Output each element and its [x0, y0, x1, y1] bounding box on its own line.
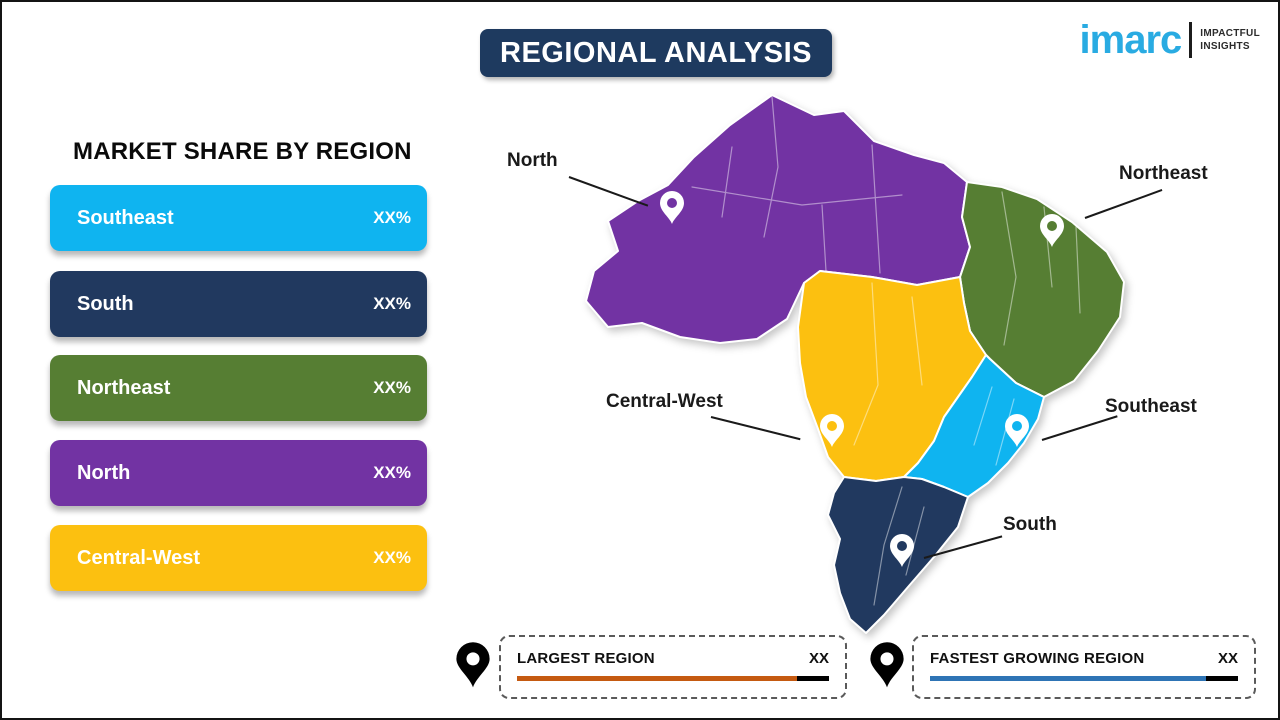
bar-central-west-value: XX% [373, 548, 411, 567]
fastest-growing-value: XX [1217, 650, 1238, 667]
imarc-logo-text: imarc [1079, 18, 1183, 62]
bar-north-value: XX% [373, 463, 411, 482]
bar-northeast: Northeast XX% [50, 355, 427, 421]
bar-southeast: Southeast XX% [50, 185, 427, 251]
largest-region-value: XX [808, 650, 829, 667]
bar-north: North XX% [50, 440, 427, 506]
bar-south-label: South [77, 292, 134, 315]
largest-region-pin-icon [456, 642, 490, 688]
logo-tagline-line2: INSIGHTS [1200, 41, 1250, 52]
fastest-growing-label: FASTEST GROWING REGION [930, 650, 1145, 667]
page-title-box: REGIONAL ANALYSIS [480, 29, 832, 77]
page-title: REGIONAL ANALYSIS [500, 36, 812, 69]
bar-central-west-label: Central-West [77, 546, 200, 569]
fastest-growing-bar [930, 676, 1238, 681]
largest-region-bar-end [797, 676, 829, 681]
logo-divider [1189, 22, 1193, 58]
brazil-map [585, 94, 1125, 634]
map-label-southeast: Southeast [1105, 396, 1197, 417]
bar-southeast-label: Southeast [77, 206, 174, 229]
bar-northeast-value: XX% [373, 378, 411, 397]
largest-region-label: LARGEST REGION [517, 650, 655, 667]
fastest-growing-bar-end [1206, 676, 1238, 681]
imarc-logo: imarc IMPACTFUL INSIGHTS [1080, 20, 1260, 60]
map-pin-northeast [1040, 214, 1064, 247]
map-pin-central-west [820, 414, 844, 447]
map-label-northeast: Northeast [1119, 163, 1208, 184]
largest-region-box: LARGEST REGION XX [499, 635, 847, 699]
bar-south: South XX% [50, 271, 427, 337]
map-label-south: South [1003, 514, 1057, 535]
map-label-north: North [507, 150, 558, 171]
bar-north-label: North [77, 461, 131, 484]
bar-southeast-value: XX% [373, 208, 411, 227]
fastest-growing-bar-main [930, 676, 1206, 681]
largest-region-bar [517, 676, 829, 681]
bar-northeast-label: Northeast [77, 376, 171, 399]
logo-tagline: IMPACTFUL INSIGHTS [1200, 27, 1260, 53]
map-region-north [585, 94, 971, 344]
state-border-lines [691, 96, 1081, 606]
bar-south-value: XX% [373, 294, 411, 313]
market-share-heading: MARKET SHARE BY REGION [73, 138, 412, 165]
largest-region-bar-main [517, 676, 797, 681]
map-label-central-west: Central-West [606, 391, 723, 412]
map-pin-north [660, 191, 684, 224]
map-pin-south [890, 534, 914, 567]
fastest-growing-box: FASTEST GROWING REGION XX [912, 635, 1256, 699]
map-pin-southeast [1005, 414, 1029, 447]
logo-tagline-line1: IMPACTFUL [1200, 28, 1260, 39]
fastest-growing-pin-icon [870, 642, 904, 688]
bar-central-west: Central-West XX% [50, 525, 427, 591]
